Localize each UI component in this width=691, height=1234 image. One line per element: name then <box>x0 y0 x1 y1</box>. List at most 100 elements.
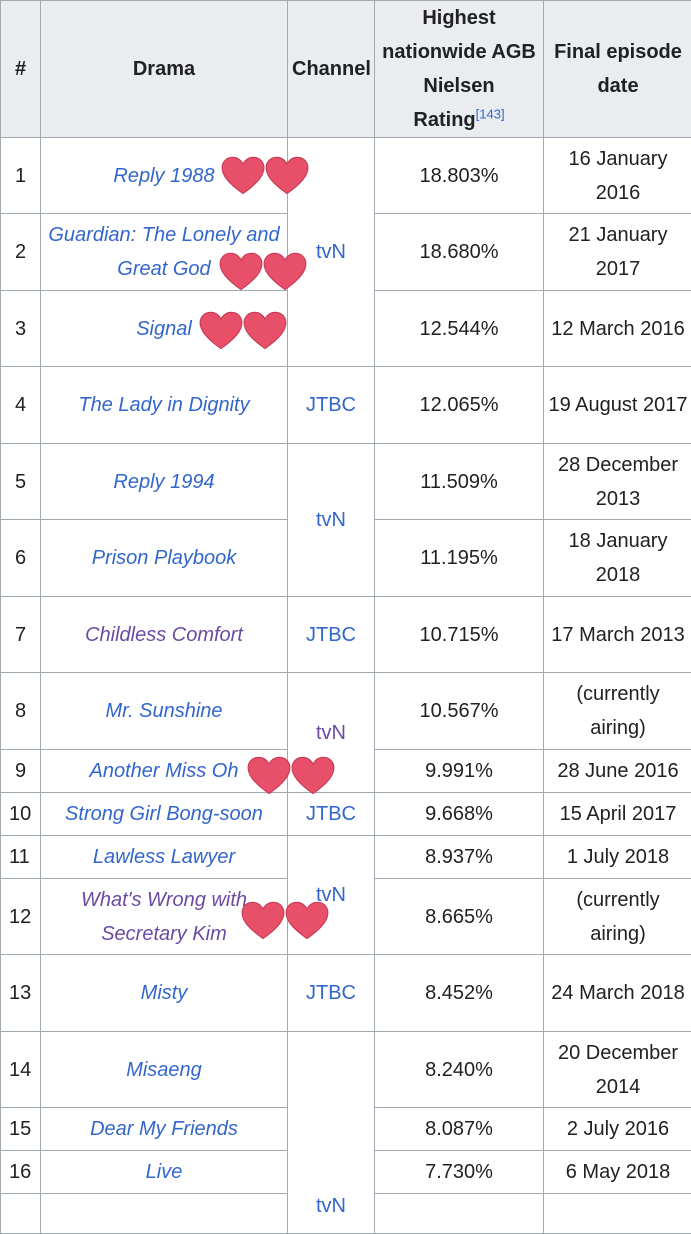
header-row: # Drama Channel Highest nationwide AGB N… <box>1 1 691 138</box>
hearts-sticker <box>199 311 287 351</box>
drama-link[interactable]: Mr. Sunshine <box>105 700 222 722</box>
date-cell: 2 July 2016 <box>544 1108 691 1151</box>
row-number: 9 <box>1 750 41 793</box>
channel-cell: JTBC <box>288 955 375 1032</box>
drama-link[interactable]: Lawless Lawyer <box>93 846 235 868</box>
rating-cell: 8.452% <box>375 955 544 1032</box>
channel-link[interactable]: tvN <box>316 1195 346 1217</box>
drama-link[interactable]: Another Miss Oh <box>90 760 239 782</box>
table-row: 4 The Lady in Dignity JTBC 12.065% 19 Au… <box>1 367 691 444</box>
date-cell: 18 January 2018 <box>544 520 691 597</box>
heart-icon <box>263 252 307 292</box>
drama-link[interactable]: What's Wrong with Secretary Kim <box>81 889 247 945</box>
row-number: 16 <box>1 1151 41 1194</box>
heart-icon <box>247 756 291 796</box>
hearts-sticker <box>241 901 329 941</box>
hearts-sticker <box>247 756 335 796</box>
rating-cell: 9.668% <box>375 793 544 836</box>
drama-cell: Misty <box>41 955 288 1032</box>
heart-icon <box>265 156 309 196</box>
header-drama[interactable]: Drama <box>41 1 288 138</box>
row-number: 14 <box>1 1032 41 1108</box>
channel-link[interactable]: JTBC <box>306 803 356 825</box>
channel-link[interactable]: JTBC <box>306 982 356 1004</box>
channel-link[interactable]: JTBC <box>306 624 356 646</box>
row-number: 15 <box>1 1108 41 1151</box>
row-number: 12 <box>1 879 41 955</box>
channel-cell: tvN <box>288 444 375 597</box>
rating-cell: 10.715% <box>375 597 544 673</box>
rating-cell: 7.730% <box>375 1151 544 1194</box>
date-cell: 28 June 2016 <box>544 750 691 793</box>
table-row: 1 Reply 1988 tvN 18.803% 16 January 2016 <box>1 138 691 214</box>
row-number: 3 <box>1 291 41 367</box>
drama-link[interactable]: Signal <box>136 318 192 340</box>
rating-cell: 8.937% <box>375 836 544 879</box>
row-number: 4 <box>1 367 41 444</box>
drama-cell: Childless Comfort <box>41 597 288 673</box>
date-cell: 19 August 2017 <box>544 367 691 444</box>
drama-link[interactable]: Strong Girl Bong-soon <box>65 803 263 825</box>
date-cell: (currently airing) <box>544 673 691 750</box>
heart-icon <box>221 156 265 196</box>
hearts-sticker <box>219 252 307 292</box>
hearts-sticker <box>221 156 309 196</box>
header-date[interactable]: Final episode date <box>544 1 691 138</box>
rating-cell: 10.567% <box>375 673 544 750</box>
table-row: 5 Reply 1994 tvN 11.509% 28 December 201… <box>1 444 691 520</box>
table-row: 7 Childless Comfort JTBC 10.715% 17 Marc… <box>1 597 691 673</box>
rating-cell: 8.087% <box>375 1108 544 1151</box>
drama-link[interactable]: Live <box>146 1161 183 1183</box>
date-cell: 17 March 2013 <box>544 597 691 673</box>
date-cell: (currently airing) <box>544 879 691 955</box>
channel-link[interactable]: tvN <box>316 722 346 744</box>
drama-link[interactable]: The Lady in Dignity <box>78 394 249 416</box>
channel-cell: JTBC <box>288 793 375 836</box>
date-cell: 6 May 2018 <box>544 1151 691 1194</box>
table-row: 11 Lawless Lawyer tvN 8.937% 1 July 2018 <box>1 836 691 879</box>
drama-link[interactable]: Prison Playbook <box>92 547 237 569</box>
drama-link[interactable]: Reply 1988 <box>113 165 214 187</box>
heart-icon <box>241 901 285 941</box>
drama-cell: Another Miss Oh <box>41 750 288 793</box>
drama-link[interactable]: Misaeng <box>126 1059 202 1081</box>
channel-link[interactable]: JTBC <box>306 394 356 416</box>
row-number: 5 <box>1 444 41 520</box>
table-row: 8 Mr. Sunshine tvN 10.567% (currently ai… <box>1 673 691 750</box>
row-number: 11 <box>1 836 41 879</box>
drama-link[interactable]: Misty <box>141 982 188 1004</box>
drama-cell: Signal <box>41 291 288 367</box>
heart-icon <box>291 756 335 796</box>
drama-cell: What's Wrong with Secretary Kim <box>41 879 288 955</box>
date-cell: 15 April 2017 <box>544 793 691 836</box>
drama-cell: Lawless Lawyer <box>41 836 288 879</box>
drama-link[interactable]: Reply 1994 <box>113 471 214 493</box>
heart-icon <box>285 901 329 941</box>
channel-link[interactable]: tvN <box>316 509 346 531</box>
rating-cell: 8.665% <box>375 879 544 955</box>
row-number: 6 <box>1 520 41 597</box>
drama-cell: Reply 1994 <box>41 444 288 520</box>
reference-link[interactable]: [143] <box>476 106 505 121</box>
date-cell: 28 December 2013 <box>544 444 691 520</box>
drama-cell: Strong Girl Bong-soon <box>41 793 288 836</box>
drama-cell: The Lady in Dignity <box>41 367 288 444</box>
header-channel[interactable]: Channel <box>288 1 375 138</box>
drama-link[interactable]: Childless Comfort <box>85 624 243 646</box>
drama-cell: Reply 1988 <box>41 138 288 214</box>
table-row: 10 Strong Girl Bong-soon JTBC 9.668% 15 … <box>1 793 691 836</box>
rating-cell: 8.240% <box>375 1032 544 1108</box>
header-num[interactable]: # <box>1 1 41 138</box>
heart-icon <box>219 252 263 292</box>
table-row: 13 Misty JTBC 8.452% 24 March 2018 <box>1 955 691 1032</box>
heart-icon <box>199 311 243 351</box>
header-rating[interactable]: Highest nationwide AGB Nielsen Rating[14… <box>375 1 544 138</box>
drama-link[interactable]: Dear My Friends <box>90 1118 238 1140</box>
drama-cell: Mr. Sunshine <box>41 673 288 750</box>
channel-cell: tvN <box>288 1032 375 1234</box>
channel-link[interactable]: tvN <box>316 241 346 263</box>
date-cell: 20 December 2014 <box>544 1032 691 1108</box>
row-number: 7 <box>1 597 41 673</box>
date-cell: 12 March 2016 <box>544 291 691 367</box>
date-cell: 21 January 2017 <box>544 214 691 291</box>
